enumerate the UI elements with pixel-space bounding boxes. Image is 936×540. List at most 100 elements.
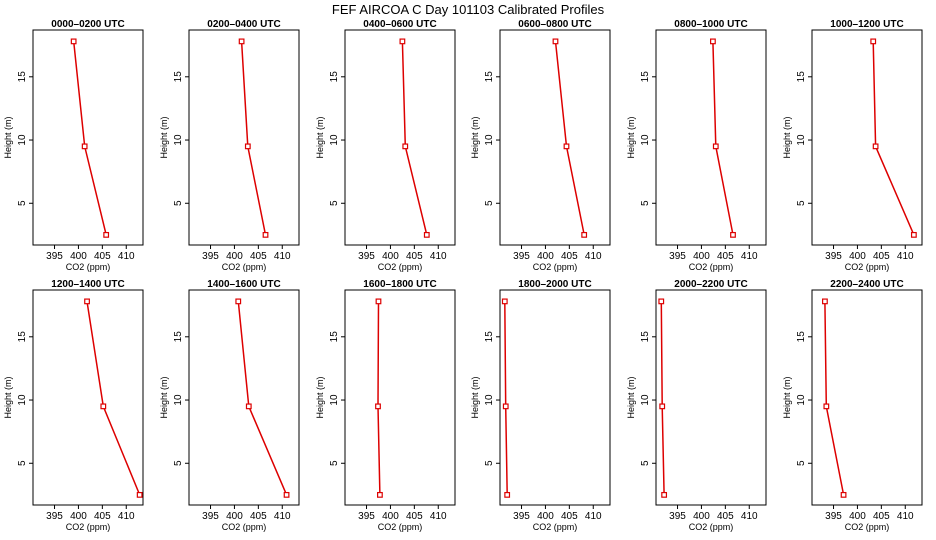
x-tick-label: 410: [897, 251, 914, 262]
x-tick-label: 395: [825, 251, 842, 262]
x-tick-label: 395: [669, 251, 686, 262]
y-tick-label: 15: [173, 331, 184, 343]
x-tick-label: 395: [669, 511, 686, 522]
panel-title: 2200–2400 UTC: [830, 279, 903, 290]
y-tick-label: 15: [329, 71, 340, 83]
y-tick-label: 10: [640, 134, 651, 146]
x-axis-label: CO2 (ppm): [689, 262, 734, 272]
x-tick-label: 410: [118, 511, 135, 522]
data-point: [100, 403, 107, 410]
chart-panel: 0600–0800 UTC 395 400 405 410 CO2 (ppm) 5 10 15 H…: [470, 19, 611, 272]
x-tick-label: 410: [741, 511, 758, 522]
x-axis: 395 400 405 410 CO2 (ppm): [513, 505, 602, 532]
y-tick-label: 5: [796, 460, 807, 466]
x-tick-label: 410: [741, 251, 758, 262]
x-axis: 395 400 405 410 CO2 (ppm): [669, 505, 758, 532]
data-point: [375, 298, 382, 305]
x-tick-label: 400: [849, 251, 866, 262]
panel-title: 1600–1800 UTC: [363, 279, 436, 290]
chart-panel: 0400–0600 UTC 395 400 405 410 CO2 (ppm) 5 10 15 H…: [315, 19, 456, 272]
figure-title: FEF AIRCOA C Day 101103 Calibrated Profi…: [332, 2, 605, 17]
plot-frame: [32, 289, 144, 506]
y-axis: 5 10 15 Height (m): [3, 71, 33, 206]
y-tick-label: 15: [17, 71, 28, 83]
y-axis-label: Height (m): [782, 116, 792, 158]
x-tick-label: 400: [537, 511, 554, 522]
x-tick-label: 395: [513, 511, 530, 522]
chart-panel: 1400–1600 UTC 395 400 405 410 CO2 (ppm) 5 10 15 H…: [159, 279, 300, 532]
x-tick-label: 405: [94, 511, 111, 522]
y-axis-label: Height (m): [782, 376, 792, 418]
x-tick-label: 400: [226, 511, 243, 522]
y-axis-label: Height (m): [159, 116, 169, 158]
data-point: [840, 491, 847, 498]
data-point: [563, 143, 570, 150]
data-point: [238, 38, 245, 45]
x-tick-label: 405: [873, 511, 890, 522]
data-point: [136, 491, 143, 498]
data-point: [504, 491, 511, 498]
data-point: [244, 143, 251, 150]
y-tick-label: 15: [17, 331, 28, 343]
data-point: [283, 491, 290, 498]
chart-panel: 1600–1800 UTC 395 400 405 410 CO2 (ppm) 5 10 15 H…: [315, 279, 456, 532]
profile-line: [712, 41, 734, 236]
x-tick-label: 400: [382, 511, 399, 522]
plot-frame: [655, 289, 767, 506]
x-axis-label: CO2 (ppm): [533, 522, 578, 532]
data-point: [262, 231, 269, 238]
data-point: [872, 143, 879, 150]
chart-panel: 0800–1000 UTC 395 400 405 410 CO2 (ppm) 5 10 15 H…: [626, 19, 767, 272]
x-axis: 395 400 405 410 CO2 (ppm): [46, 245, 135, 272]
y-tick-label: 5: [173, 200, 184, 206]
x-tick-label: 410: [274, 251, 291, 262]
x-tick-label: 405: [717, 251, 734, 262]
x-tick-label: 405: [94, 251, 111, 262]
panel-title: 2000–2200 UTC: [674, 279, 747, 290]
data-point: [730, 231, 736, 238]
profile-line: [872, 41, 915, 236]
profile-line: [504, 301, 508, 495]
y-tick-label: 10: [173, 394, 184, 406]
x-tick-label: 395: [513, 251, 530, 262]
x-axis-label: CO2 (ppm): [689, 522, 734, 532]
x-axis: 395 400 405 410 CO2 (ppm): [669, 245, 758, 272]
data-point: [710, 38, 716, 45]
x-tick-label: 400: [693, 251, 710, 262]
x-tick-label: 405: [561, 511, 578, 522]
x-tick-label: 410: [585, 251, 602, 262]
x-axis: 395 400 405 410 CO2 (ppm): [202, 245, 291, 272]
plot-frame: [188, 29, 300, 246]
panel-title: 0000–0200 UTC: [51, 19, 124, 30]
profile-line: [401, 41, 428, 236]
profile-line: [240, 41, 267, 236]
y-tick-label: 5: [17, 200, 28, 206]
data-point: [502, 403, 509, 410]
x-tick-label: 395: [202, 511, 219, 522]
y-axis: 5 10 15 Height (m): [470, 71, 500, 206]
data-point: [375, 403, 381, 410]
x-tick-label: 405: [406, 511, 423, 522]
profile-line: [377, 301, 381, 495]
y-axis-label: Height (m): [315, 376, 325, 418]
chart-panel: 0200–0400 UTC 395 400 405 410 CO2 (ppm) 5 10 15 H…: [159, 19, 300, 272]
x-axis-label: CO2 (ppm): [845, 522, 890, 532]
data-point: [70, 38, 77, 45]
panel-title: 0200–0400 UTC: [207, 19, 280, 30]
y-tick-label: 5: [173, 460, 184, 466]
profile-line: [237, 301, 288, 496]
data-point: [658, 298, 665, 305]
x-tick-label: 405: [561, 251, 578, 262]
y-tick-label: 15: [796, 71, 807, 83]
y-axis: 5 10 15 Height (m): [626, 331, 656, 466]
y-tick-label: 5: [640, 200, 651, 206]
plot-frame: [811, 289, 923, 506]
data-point: [402, 143, 409, 150]
data-point: [103, 231, 110, 238]
x-axis-label: CO2 (ppm): [66, 262, 111, 272]
x-tick-label: 395: [46, 511, 63, 522]
y-axis: 5 10 15 Height (m): [159, 71, 189, 206]
x-axis: 395 400 405 410 CO2 (ppm): [202, 505, 291, 532]
plot-frame: [344, 29, 456, 246]
plot-frame: [188, 289, 300, 506]
